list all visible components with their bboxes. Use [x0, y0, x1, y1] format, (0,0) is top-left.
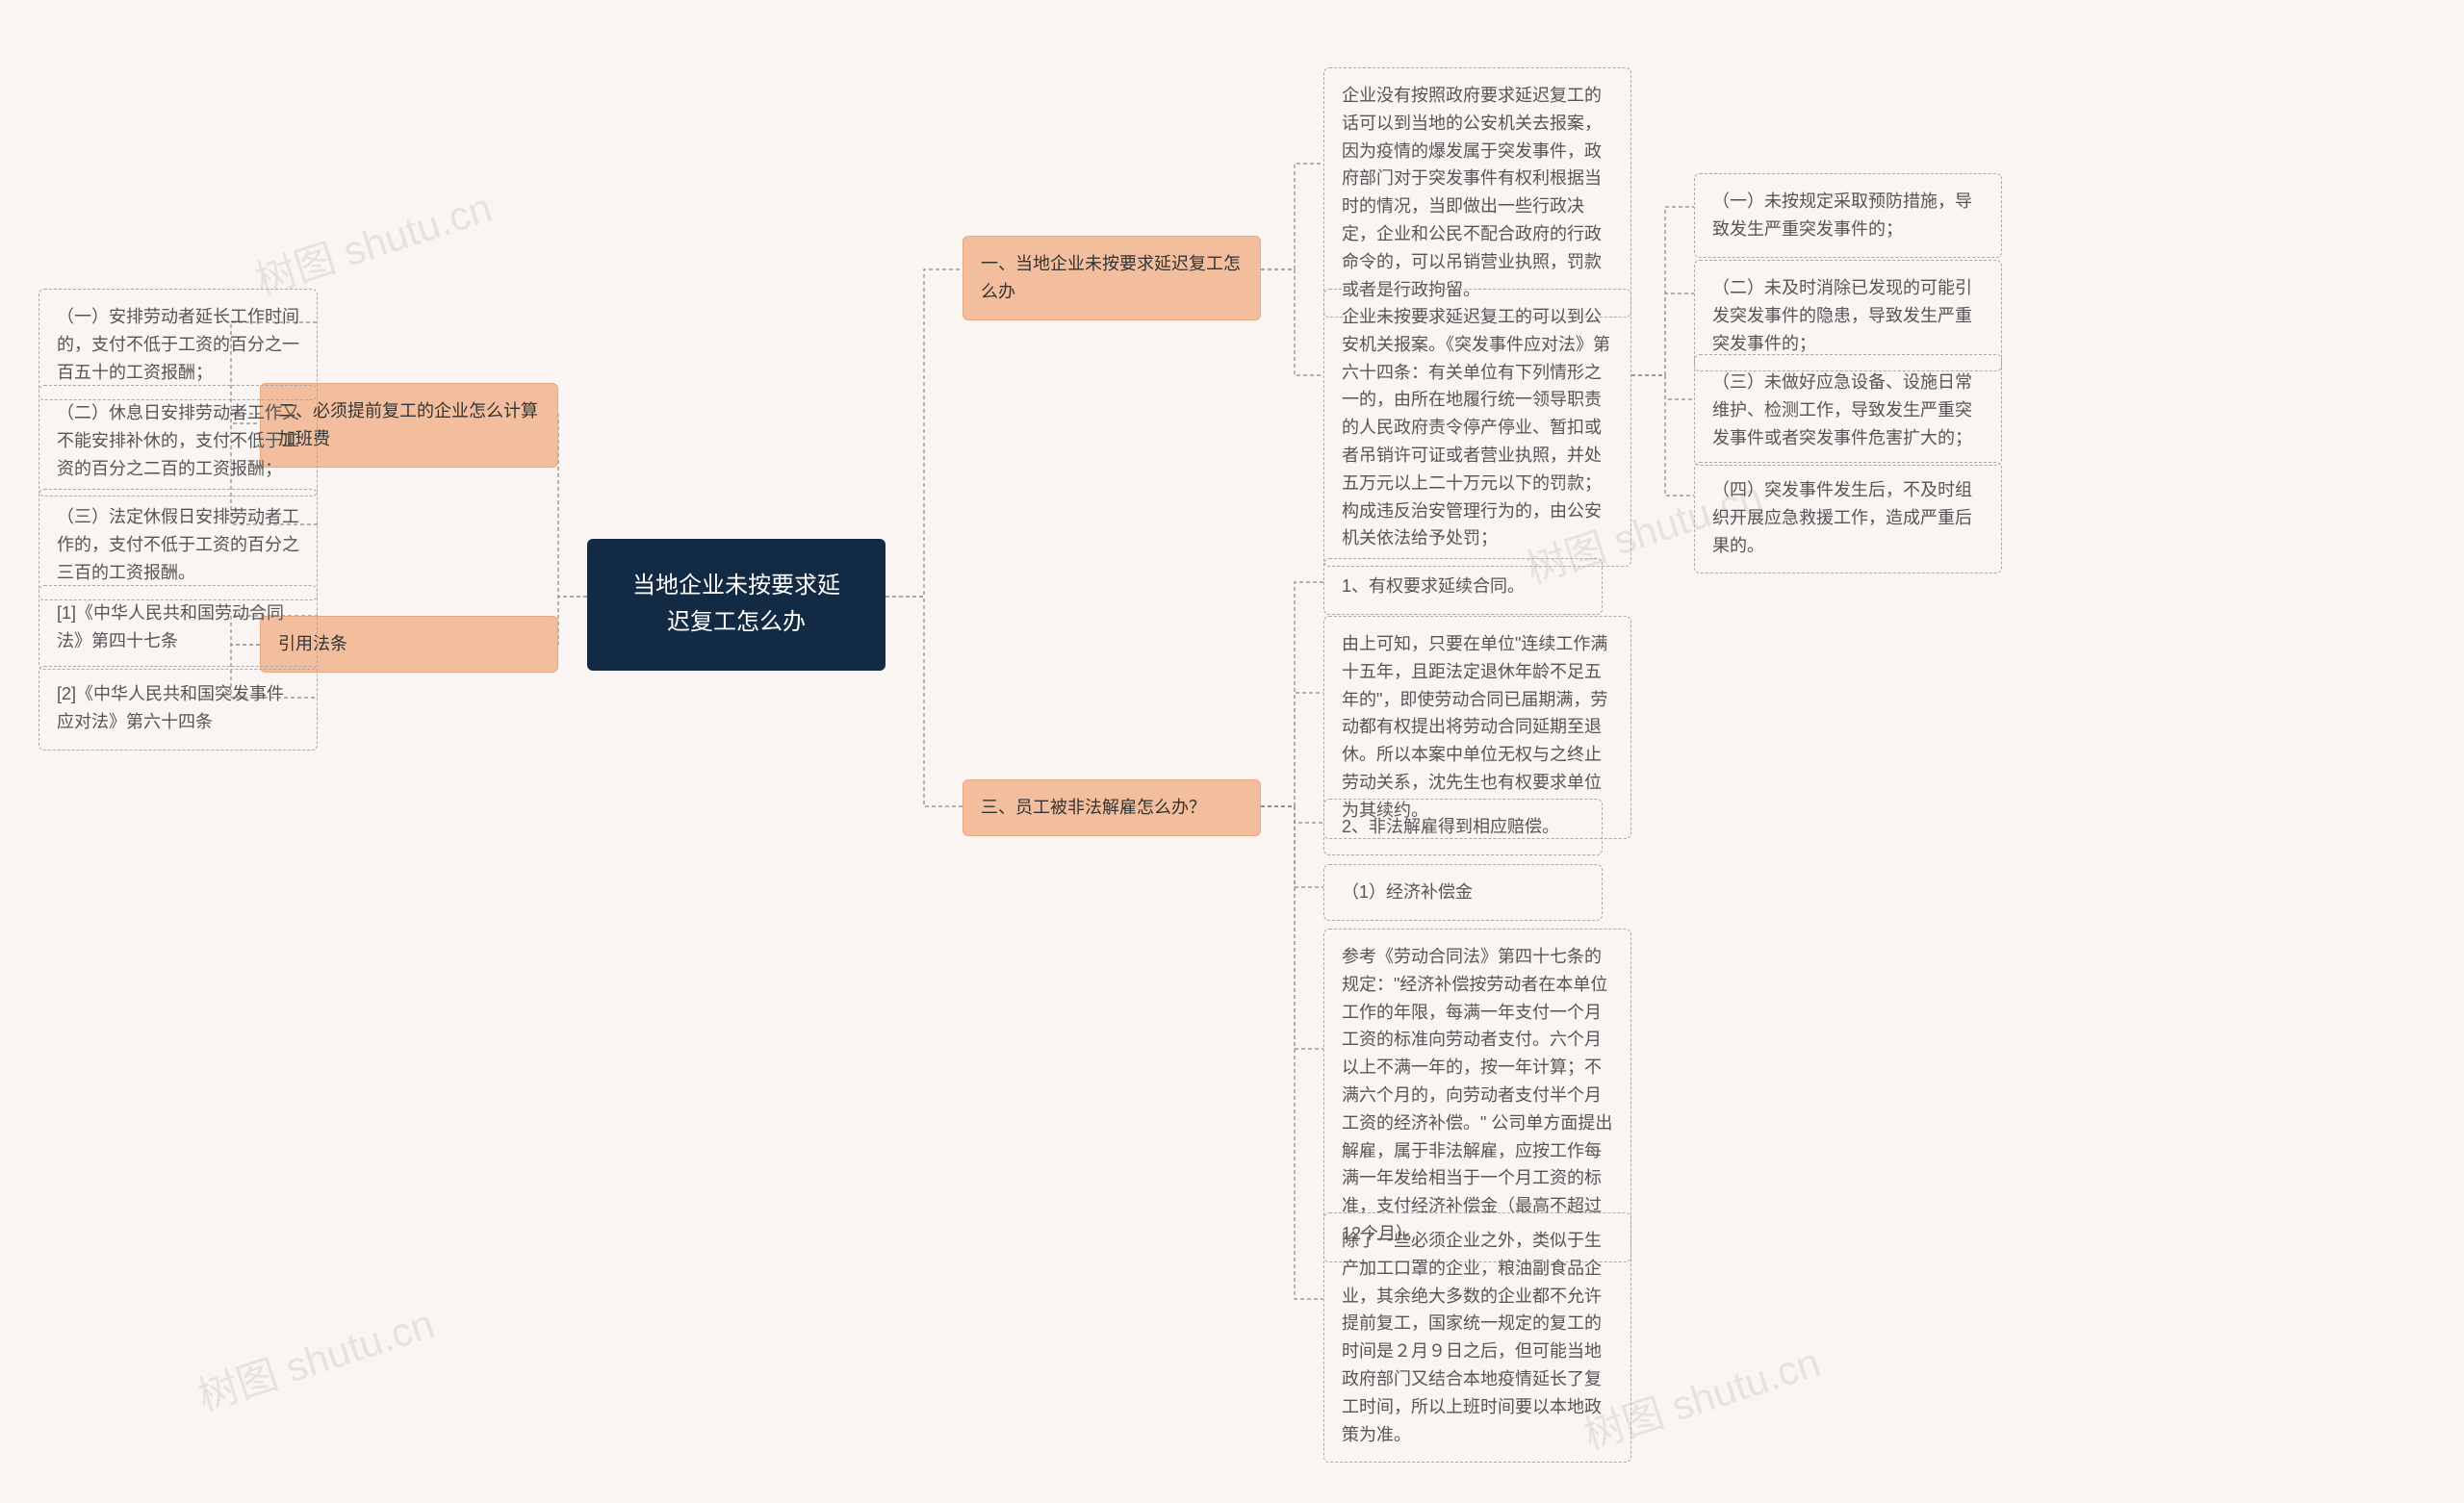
leaf-b1-d1: （一）未按规定采取预防措施，导致发生严重突发事件的；	[1694, 173, 2002, 258]
leaf-b3-c3: 2、非法解雇得到相应赔偿。	[1323, 799, 1603, 855]
watermark: 树图 shutu.cn	[190, 1291, 441, 1423]
branch-1: 一、当地企业未按要求延迟复工怎么办	[962, 236, 1261, 320]
leaf-b1-c1: 企业没有按照政府要求延迟复工的话可以到当地的公安机关去报案，因为疫情的爆发属于突…	[1323, 67, 1631, 318]
leaf-b3-c6: 除了一些必须企业之外，类似于生产加工口罩的企业，粮油副食品企业，其余绝大多数的企…	[1323, 1212, 1631, 1463]
leaf-b3-c1: 1、有权要求延续合同。	[1323, 558, 1603, 615]
leaf-b1-c2: 企业未按要求延迟复工的可以到公安机关报案。《突发事件应对法》第六十四条：有关单位…	[1323, 289, 1631, 567]
watermark: 树图 shutu.cn	[247, 175, 499, 307]
leaf-b4-c1: [1]《中华人民共和国劳动合同法》第四十七条	[38, 585, 318, 670]
leaf-b3-c4: （1）经济补偿金	[1323, 864, 1603, 921]
connector-layer	[0, 0, 2464, 1503]
leaf-b2-c2: （二）休息日安排劳动者工作又不能安排补休的，支付不低于工资的百分之二百的工资报酬…	[38, 385, 318, 497]
leaf-b1-d3: （三）未做好应急设备、设施日常维护、检测工作，导致发生严重突发事件或者突发事件危…	[1694, 354, 2002, 466]
leaf-b4-c2: [2]《中华人民共和国突发事件应对法》第六十四条	[38, 666, 318, 751]
leaf-b2-c1: （一）安排劳动者延长工作时间的，支付不低于工资的百分之一百五十的工资报酬；	[38, 289, 318, 400]
branch-3: 三、员工被非法解雇怎么办？	[962, 779, 1261, 836]
leaf-b1-d4: （四）突发事件发生后，不及时组织开展应急救援工作，造成严重后果的。	[1694, 462, 2002, 573]
root-node: 当地企业未按要求延迟复工怎么办	[587, 539, 886, 671]
leaf-b2-c3: （三）法定休假日安排劳动者工作的，支付不低于工资的百分之三百的工资报酬。	[38, 489, 318, 600]
